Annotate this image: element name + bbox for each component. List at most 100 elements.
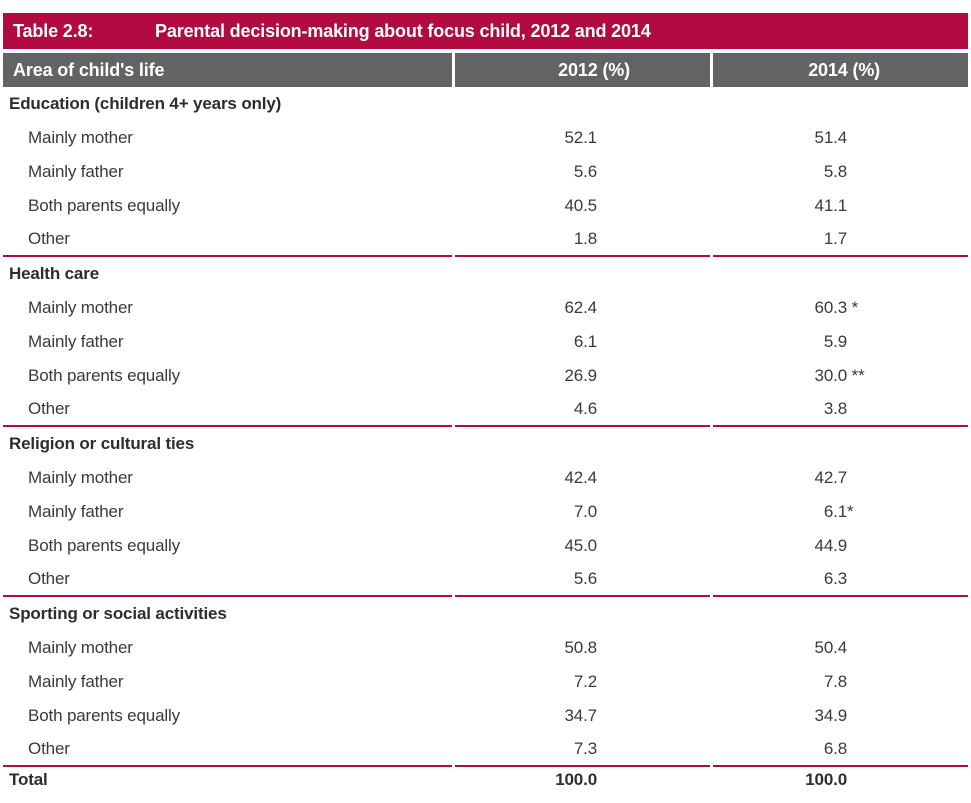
significance-marker (597, 162, 630, 182)
value-2012-number: 42.4 (564, 468, 598, 487)
section-header-row: Religion or cultural ties (3, 427, 968, 461)
value-2014-number: 7.8 (823, 672, 848, 691)
total-row: Total 100.0 100.0 (3, 767, 968, 803)
significance-marker (597, 196, 630, 216)
total-value-2012: 100.0 (455, 767, 710, 803)
value-2012: 52.1 (455, 121, 710, 155)
row-label: Mainly father (28, 332, 124, 351)
value-2014: 6.3 (713, 563, 969, 597)
section-header-row: Education (children 4+ years only) (3, 87, 968, 121)
value-2014: 5.9 (713, 325, 968, 359)
table-row: Other 7.3 6.8 (3, 733, 969, 767)
value-2012-number: 7.0 (573, 502, 597, 521)
value-2014-number: 30.0 (814, 366, 848, 385)
section-header-label: Education (children 4+ years only) (9, 94, 282, 113)
row-label: Both parents equally (28, 706, 180, 725)
significance-marker (847, 569, 880, 589)
row-label: Mainly mother (28, 128, 133, 147)
significance-marker (847, 229, 880, 249)
section-header-row: Health care (3, 257, 968, 291)
significance-marker (847, 162, 880, 182)
value-2014: 3.8 (713, 393, 969, 427)
value-2012-number: 7.2 (573, 672, 597, 691)
row-label: Both parents equally (28, 196, 180, 215)
value-2014-number: 44.9 (814, 536, 848, 555)
significance-marker (597, 638, 630, 658)
table-row: Other 5.6 6.3 (3, 563, 969, 597)
total-value-2014-number: 100.0 (805, 770, 848, 789)
significance-marker (847, 739, 880, 759)
section-header-row: Sporting or social activities (3, 597, 968, 631)
value-2014: 44.9 (713, 529, 968, 563)
table-row: Mainly mother 42.4 42.7 (3, 461, 968, 495)
significance-marker (847, 672, 880, 692)
table-row: Mainly father 5.6 5.8 (3, 155, 968, 189)
value-2014-number: 51.4 (814, 128, 848, 147)
significance-marker (847, 128, 880, 148)
value-2014: 42.7 (713, 461, 968, 495)
value-2012-number: 50.8 (564, 638, 598, 657)
table-row: Mainly father 7.0 6.1 * (3, 495, 968, 529)
significance-marker: ** (847, 366, 865, 385)
column-header-2012: 2012 (%) (455, 53, 710, 87)
total-label: Total (9, 770, 48, 789)
value-2014-number: 5.9 (823, 332, 848, 351)
significance-marker (597, 399, 630, 419)
value-2012: 26.9 (455, 359, 710, 393)
value-2014-number: 3.8 (823, 399, 848, 418)
value-2014-number: 6.8 (823, 739, 848, 758)
table-number: Table 2.8: (13, 20, 94, 41)
value-2012-number: 62.4 (564, 298, 598, 317)
table-title-bar: Table 2.8: Parental decision-making abou… (3, 13, 969, 53)
table-title: Parental decision-making about focus chi… (155, 20, 651, 41)
row-label: Mainly mother (28, 298, 133, 317)
value-2014-number: 60.3 (814, 298, 848, 317)
value-2012-number: 5.6 (573, 162, 597, 181)
significance-marker (597, 366, 630, 386)
section-header-label: Health care (9, 264, 100, 283)
row-label: Mainly father (28, 672, 124, 691)
value-2012: 40.5 (455, 189, 710, 223)
significance-marker: * (847, 502, 854, 521)
value-2012-number: 7.3 (573, 739, 597, 758)
value-2012: 1.8 (455, 223, 710, 257)
value-2014: 5.8 (713, 155, 968, 189)
significance-marker (847, 770, 880, 790)
significance-marker: * (847, 298, 859, 317)
value-2014-number: 1.7 (823, 229, 848, 248)
value-2012-number: 52.1 (564, 128, 598, 147)
table-row: Other 4.6 3.8 (3, 393, 969, 427)
value-2012: 50.8 (455, 631, 710, 665)
significance-marker (597, 229, 630, 249)
value-2012: 7.2 (455, 665, 710, 699)
value-2012-number: 5.6 (573, 569, 597, 588)
significance-marker (597, 739, 630, 759)
value-2014-number: 6.1 (823, 502, 848, 521)
significance-marker (847, 332, 880, 352)
significance-marker (847, 536, 880, 556)
table-row: Mainly father 7.2 7.8 (3, 665, 968, 699)
value-2014-number: 5.8 (823, 162, 848, 181)
section-header-label: Religion or cultural ties (9, 434, 195, 453)
significance-marker (847, 638, 880, 658)
value-2014: 34.9 (713, 699, 968, 733)
significance-marker (597, 298, 630, 318)
row-label: Mainly mother (28, 638, 133, 657)
table-row: Both parents equally 40.5 41.1 (3, 189, 968, 223)
row-label: Mainly father (28, 502, 124, 521)
value-2012: 6.1 (455, 325, 710, 359)
value-2014: 60.3 * (713, 291, 968, 325)
table-row: Both parents equally 34.7 34.9 (3, 699, 968, 733)
value-2012-number: 6.1 (573, 332, 597, 351)
value-2012: 4.6 (455, 393, 710, 427)
section-header-label: Sporting or social activities (9, 604, 227, 623)
value-2014: 6.8 (713, 733, 969, 767)
total-value-2014: 100.0 (713, 767, 968, 803)
significance-marker (847, 196, 880, 216)
value-2014-number: 34.9 (814, 706, 848, 725)
value-2014: 1.7 (713, 223, 969, 257)
value-2012: 34.7 (455, 699, 710, 733)
significance-marker (597, 468, 630, 488)
value-2012-number: 26.9 (564, 366, 598, 385)
